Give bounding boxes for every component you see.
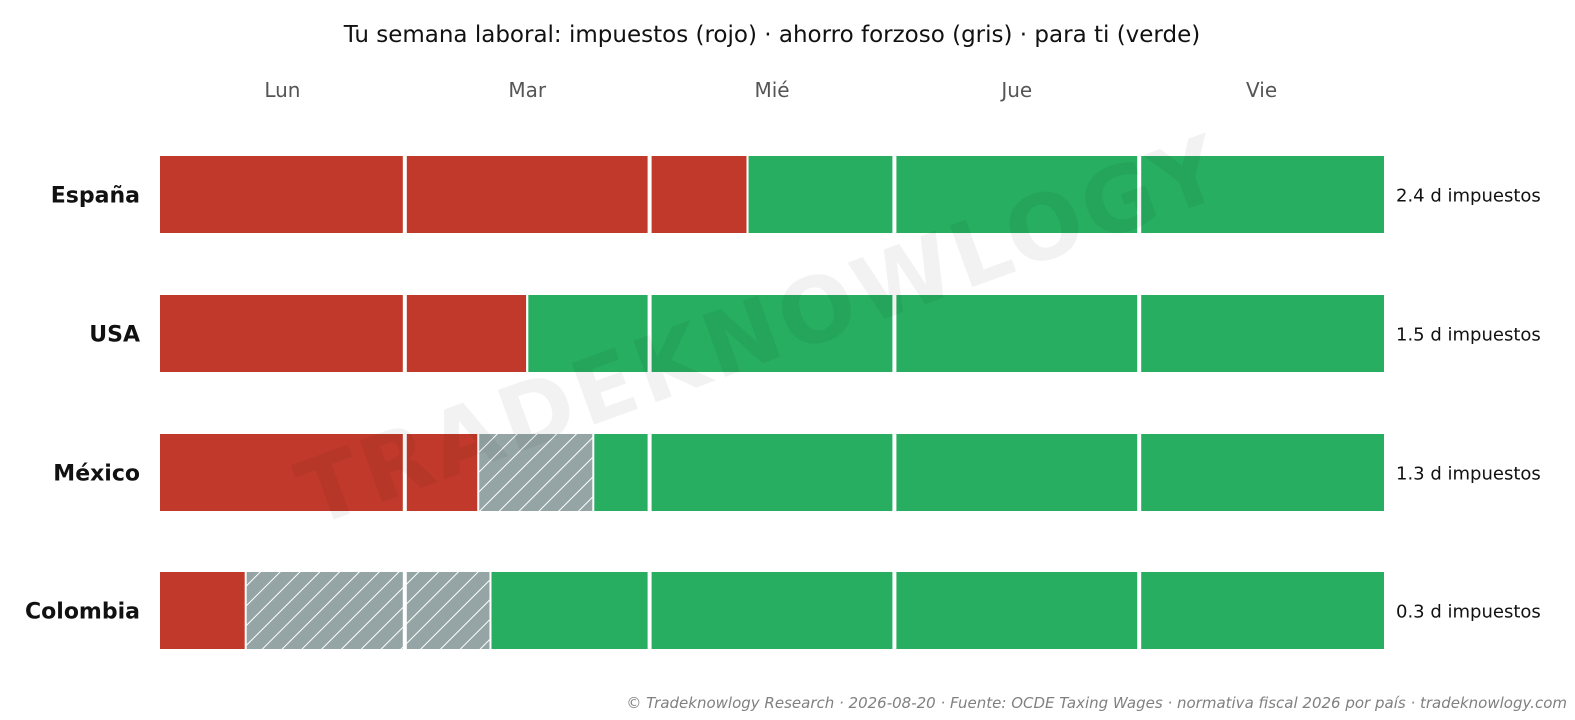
footer-source: © Tradeknowlogy Research · 2026-08-20 · … xyxy=(626,694,1567,712)
day-divider xyxy=(892,156,897,233)
day-divider xyxy=(402,572,407,649)
value-label: 0.3 d impuestos xyxy=(1396,602,1541,623)
day-divider xyxy=(647,295,652,372)
country-label: USA xyxy=(89,323,140,348)
day-divider xyxy=(1137,295,1142,372)
day-divider xyxy=(1137,156,1142,233)
bar-para-ti xyxy=(527,295,1384,372)
bar-impuestos xyxy=(160,295,528,372)
country-label: Colombia xyxy=(25,600,140,625)
country-label: España xyxy=(51,184,140,209)
day-labels: Lun Mar Mié Jue Vie xyxy=(264,78,1277,102)
segment-divider xyxy=(489,572,492,649)
segment-divider xyxy=(477,434,480,511)
day-divider xyxy=(1137,434,1142,511)
value-label: 1.3 d impuestos xyxy=(1396,464,1541,485)
day-label: Jue xyxy=(999,78,1032,102)
bar-impuestos xyxy=(160,572,246,649)
bar-para-ti xyxy=(593,434,1384,511)
bar-impuestos xyxy=(160,156,748,233)
bars xyxy=(160,156,1385,649)
day-divider xyxy=(647,156,652,233)
bar-hatch xyxy=(478,434,594,511)
day-divider xyxy=(892,434,897,511)
country-label: México xyxy=(53,462,140,487)
day-label: Mié xyxy=(754,78,789,102)
day-divider xyxy=(402,295,407,372)
bar-para-ti xyxy=(490,572,1385,649)
day-label: Vie xyxy=(1246,78,1277,102)
day-divider xyxy=(1137,572,1142,649)
day-divider xyxy=(647,434,652,511)
segment-divider xyxy=(244,572,247,649)
segment-divider xyxy=(746,156,749,233)
value-label: 1.5 d impuestos xyxy=(1396,325,1541,346)
segment-divider xyxy=(592,434,595,511)
chart-title: Tu semana laboral: impuestos (rojo) · ah… xyxy=(343,22,1200,48)
segment-divider xyxy=(526,295,529,372)
day-divider xyxy=(402,434,407,511)
day-divider xyxy=(892,295,897,372)
bar-impuestos xyxy=(160,434,479,511)
day-divider xyxy=(892,572,897,649)
row-labels: España 2.4 d impuestos USA 1.5 d impuestos M… xyxy=(25,184,1541,625)
value-label: 2.4 d impuestos xyxy=(1396,186,1541,207)
day-divider xyxy=(402,156,407,233)
bar-hatch xyxy=(245,572,491,649)
day-label: Mar xyxy=(508,78,547,102)
day-label: Lun xyxy=(264,78,300,102)
bar-para-ti xyxy=(747,156,1384,233)
day-divider xyxy=(647,572,652,649)
